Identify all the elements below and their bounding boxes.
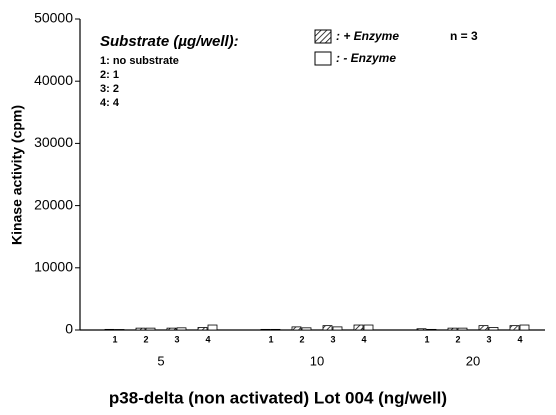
sub-label: 1: [424, 334, 429, 344]
bar: [322, 325, 333, 331]
bar: [332, 326, 343, 331]
bar: [509, 325, 520, 331]
sub-label: 3: [174, 334, 179, 344]
sub-label: 4: [361, 334, 366, 344]
sub-label: 4: [517, 334, 522, 344]
y-tick-label: 10000: [34, 259, 73, 275]
substrate-legend-item: 2: 1: [100, 69, 119, 81]
bar: [291, 326, 302, 331]
bar: [166, 327, 177, 331]
bar: [207, 324, 218, 331]
bar: [135, 327, 146, 331]
group-label: 5: [157, 353, 164, 368]
sub-label: 2: [143, 334, 148, 344]
bar: [519, 324, 530, 331]
legend-swatch: [314, 29, 332, 44]
bar: [104, 328, 115, 331]
sub-label: 2: [455, 334, 460, 344]
legend-label: : - Enzyme: [336, 51, 396, 65]
note: n = 3: [450, 29, 478, 43]
sub-label: 4: [205, 334, 210, 344]
sub-label: 3: [330, 334, 335, 344]
bar: [426, 328, 437, 331]
bar: [416, 328, 427, 331]
substrate-legend-item: 3: 2: [100, 83, 119, 95]
group-label: 10: [310, 353, 324, 368]
bar: [478, 325, 489, 331]
bar: [447, 327, 458, 331]
sub-label: 1: [112, 334, 117, 344]
sub-label: 1: [268, 334, 273, 344]
y-axis-title: Kinase activity (cpm): [9, 105, 25, 245]
y-tick-label: 50000: [34, 10, 73, 26]
bar: [145, 327, 156, 331]
y-tick-label: 40000: [34, 72, 73, 88]
substrate-legend-item: 1: no substrate: [100, 55, 179, 67]
bar: [197, 327, 208, 331]
substrate-legend-title: Substrate (µg/well):: [100, 33, 239, 50]
y-tick-label: 30000: [34, 134, 73, 150]
bar: [457, 327, 468, 331]
bar: [270, 328, 281, 331]
legend-swatch: [314, 51, 332, 66]
y-tick-label: 20000: [34, 196, 73, 212]
bar: [353, 324, 364, 331]
x-axis-title: p38-delta (non activated) Lot 004 (ng/we…: [109, 388, 447, 407]
sub-label: 2: [299, 334, 304, 344]
sub-label: 3: [486, 334, 491, 344]
bar: [260, 328, 271, 331]
bar: [363, 324, 374, 331]
bar: [176, 327, 187, 331]
y-tick-label: 0: [65, 321, 73, 337]
legend-label: : + Enzyme: [336, 29, 399, 43]
substrate-legend-item: 4: 4: [100, 97, 120, 109]
bar: [488, 327, 499, 331]
bar: [301, 327, 312, 331]
group-label: 20: [466, 353, 480, 368]
